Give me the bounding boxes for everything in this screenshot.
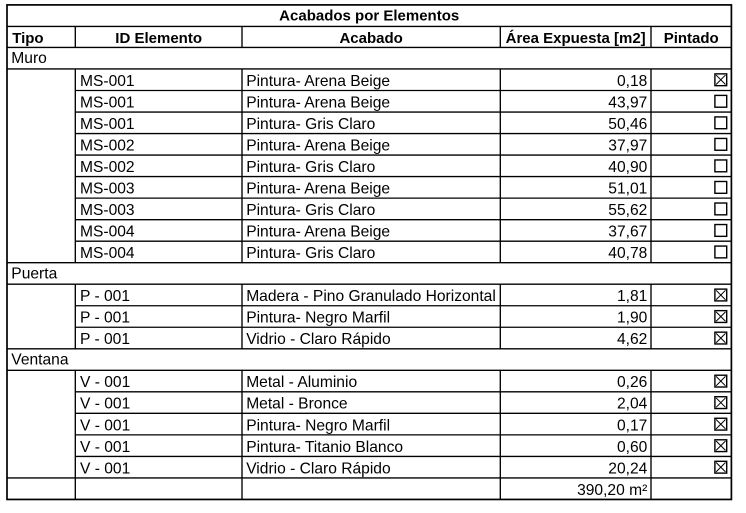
- svg-text:Pintura- Gris Claro: Pintura- Gris Claro: [246, 159, 375, 176]
- svg-text:1,90: 1,90: [617, 310, 648, 327]
- svg-text:Puerta: Puerta: [11, 265, 57, 282]
- svg-text:V - 001: V - 001: [80, 396, 130, 413]
- svg-text:0,18: 0,18: [617, 73, 647, 90]
- svg-text:390,20 m²: 390,20 m²: [577, 482, 647, 499]
- svg-text:Pintura- Arena Beige: Pintura- Arena Beige: [246, 73, 390, 90]
- svg-text:P - 001: P - 001: [80, 288, 130, 305]
- svg-text:55,62: 55,62: [608, 202, 647, 219]
- svg-text:37,67: 37,67: [608, 224, 647, 241]
- svg-text:P - 001: P - 001: [80, 310, 130, 327]
- svg-text:Muro: Muro: [11, 50, 47, 67]
- svg-text:1,81: 1,81: [617, 288, 647, 305]
- svg-text:MS-001: MS-001: [80, 73, 135, 90]
- svg-text:0,26: 0,26: [617, 374, 647, 391]
- svg-text:MS-002: MS-002: [80, 159, 135, 176]
- svg-text:V - 001: V - 001: [80, 439, 130, 456]
- svg-text:Tipo: Tipo: [12, 30, 43, 47]
- svg-text:Pintura- Arena Beige: Pintura- Arena Beige: [246, 224, 390, 241]
- svg-text:Vidrio - Claro Rápido: Vidrio - Claro Rápido: [246, 331, 391, 348]
- svg-text:Vidrio - Claro Rápido: Vidrio - Claro Rápido: [246, 460, 391, 477]
- svg-text:P - 001: P - 001: [80, 331, 130, 348]
- svg-text:Metal - Bronce: Metal - Bronce: [246, 396, 347, 413]
- svg-text:MS-001: MS-001: [80, 116, 135, 133]
- svg-text:Pintura- Arena Beige: Pintura- Arena Beige: [246, 94, 390, 111]
- svg-text:Madera - Pino Granulado Horizo: Madera - Pino Granulado Horizontal: [246, 288, 496, 305]
- svg-text:50,46: 50,46: [608, 116, 647, 133]
- svg-text:V - 001: V - 001: [80, 374, 130, 391]
- svg-text:43,97: 43,97: [608, 94, 647, 111]
- svg-text:Acabados por Elementos: Acabados por Elementos: [279, 8, 459, 25]
- svg-text:20,24: 20,24: [608, 460, 647, 477]
- svg-text:Pintura- Gris Claro: Pintura- Gris Claro: [246, 116, 375, 133]
- svg-text:40,78: 40,78: [608, 245, 647, 262]
- svg-text:Pintura- Gris Claro: Pintura- Gris Claro: [246, 245, 375, 262]
- svg-text:MS-003: MS-003: [80, 202, 135, 219]
- svg-text:37,97: 37,97: [608, 137, 647, 154]
- svg-text:Pintura- Negro Marfil: Pintura- Negro Marfil: [246, 310, 390, 327]
- svg-text:MS-004: MS-004: [80, 245, 135, 262]
- svg-text:Pintura- Titanio Blanco: Pintura- Titanio Blanco: [246, 439, 403, 456]
- svg-text:Área Expuesta [m2]: Área Expuesta [m2]: [506, 30, 646, 47]
- svg-text:0,60: 0,60: [617, 439, 648, 456]
- svg-text:51,01: 51,01: [608, 180, 647, 197]
- svg-text:4,62: 4,62: [617, 331, 647, 348]
- svg-text:Acabado: Acabado: [339, 30, 402, 47]
- svg-text:Pintado: Pintado: [664, 30, 719, 47]
- svg-text:Pintura- Negro Marfil: Pintura- Negro Marfil: [246, 417, 390, 434]
- svg-text:MS-004: MS-004: [80, 224, 135, 241]
- svg-text:Pintura- Arena Beige: Pintura- Arena Beige: [246, 180, 390, 197]
- svg-text:ID Elemento: ID Elemento: [115, 30, 202, 47]
- svg-text:V - 001: V - 001: [80, 460, 130, 477]
- svg-text:MS-001: MS-001: [80, 94, 135, 111]
- svg-text:2,04: 2,04: [617, 396, 648, 413]
- svg-text:40,90: 40,90: [608, 159, 647, 176]
- svg-text:Pintura- Gris Claro: Pintura- Gris Claro: [246, 202, 375, 219]
- svg-text:0,17: 0,17: [617, 417, 647, 434]
- svg-text:V - 001: V - 001: [80, 417, 130, 434]
- svg-text:MS-002: MS-002: [80, 137, 135, 154]
- svg-text:MS-003: MS-003: [80, 180, 135, 197]
- svg-text:Ventana: Ventana: [11, 351, 69, 368]
- svg-text:Metal - Aluminio: Metal - Aluminio: [246, 374, 357, 391]
- svg-text:Pintura- Arena Beige: Pintura- Arena Beige: [246, 137, 390, 154]
